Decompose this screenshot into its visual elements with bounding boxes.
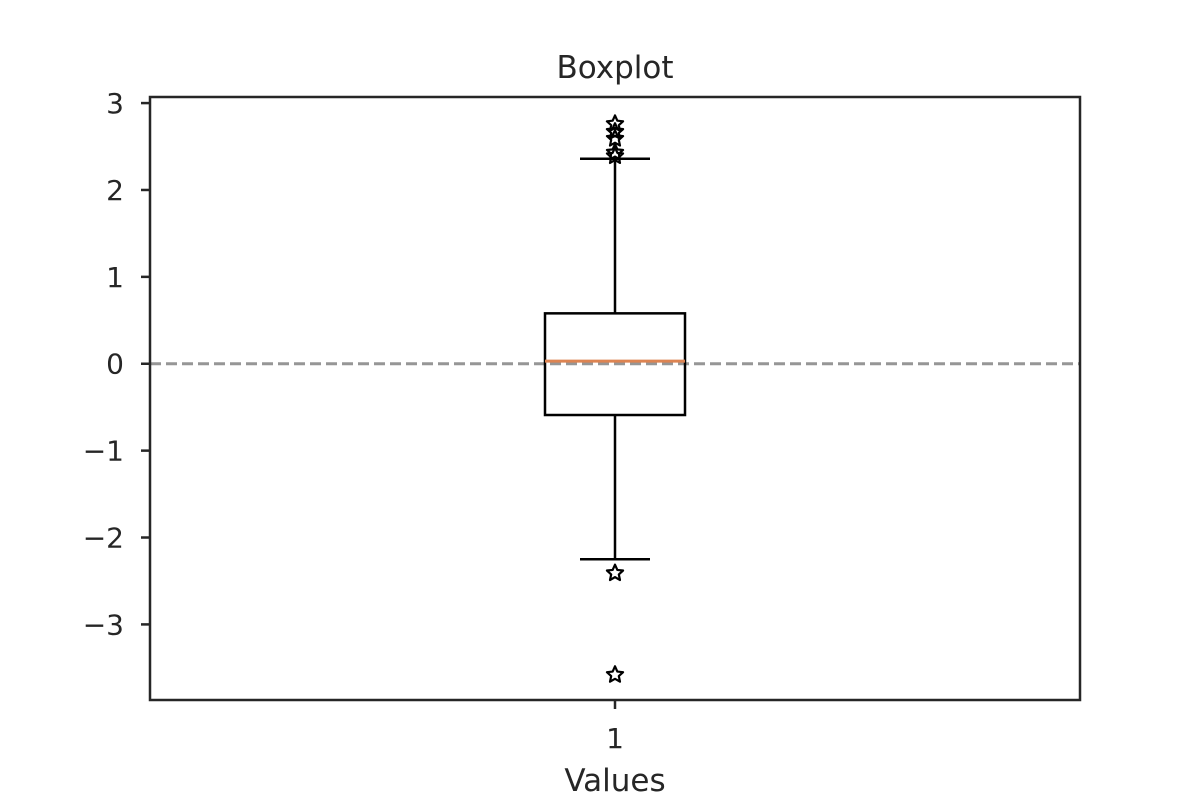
y-tick-label: 2 xyxy=(106,174,124,207)
y-axis: −3 −2 −1 0 1 2 3 xyxy=(83,87,150,641)
outlier-point xyxy=(605,129,625,147)
y-tick-label: −1 xyxy=(83,435,124,468)
iqr-box xyxy=(543,312,687,417)
x-axis: 1 xyxy=(606,700,624,755)
outlier-point xyxy=(605,563,625,582)
y-tick-label: 0 xyxy=(106,348,124,381)
chart-title: Boxplot xyxy=(556,50,673,86)
plot-area xyxy=(150,114,1080,683)
y-tick-label: 1 xyxy=(106,261,124,294)
x-tick-label: 1 xyxy=(606,722,624,755)
outlier-point xyxy=(605,122,625,140)
axes-frame xyxy=(148,95,1082,702)
y-tick-label: −3 xyxy=(83,608,124,641)
outlier-point xyxy=(605,146,625,165)
y-tick-label: 3 xyxy=(106,87,124,120)
y-tick-label: −2 xyxy=(83,522,124,555)
x-axis-label: Values xyxy=(564,763,665,799)
outlier-point xyxy=(605,665,625,683)
outlier-point xyxy=(605,143,625,161)
outlier-point xyxy=(605,114,625,132)
